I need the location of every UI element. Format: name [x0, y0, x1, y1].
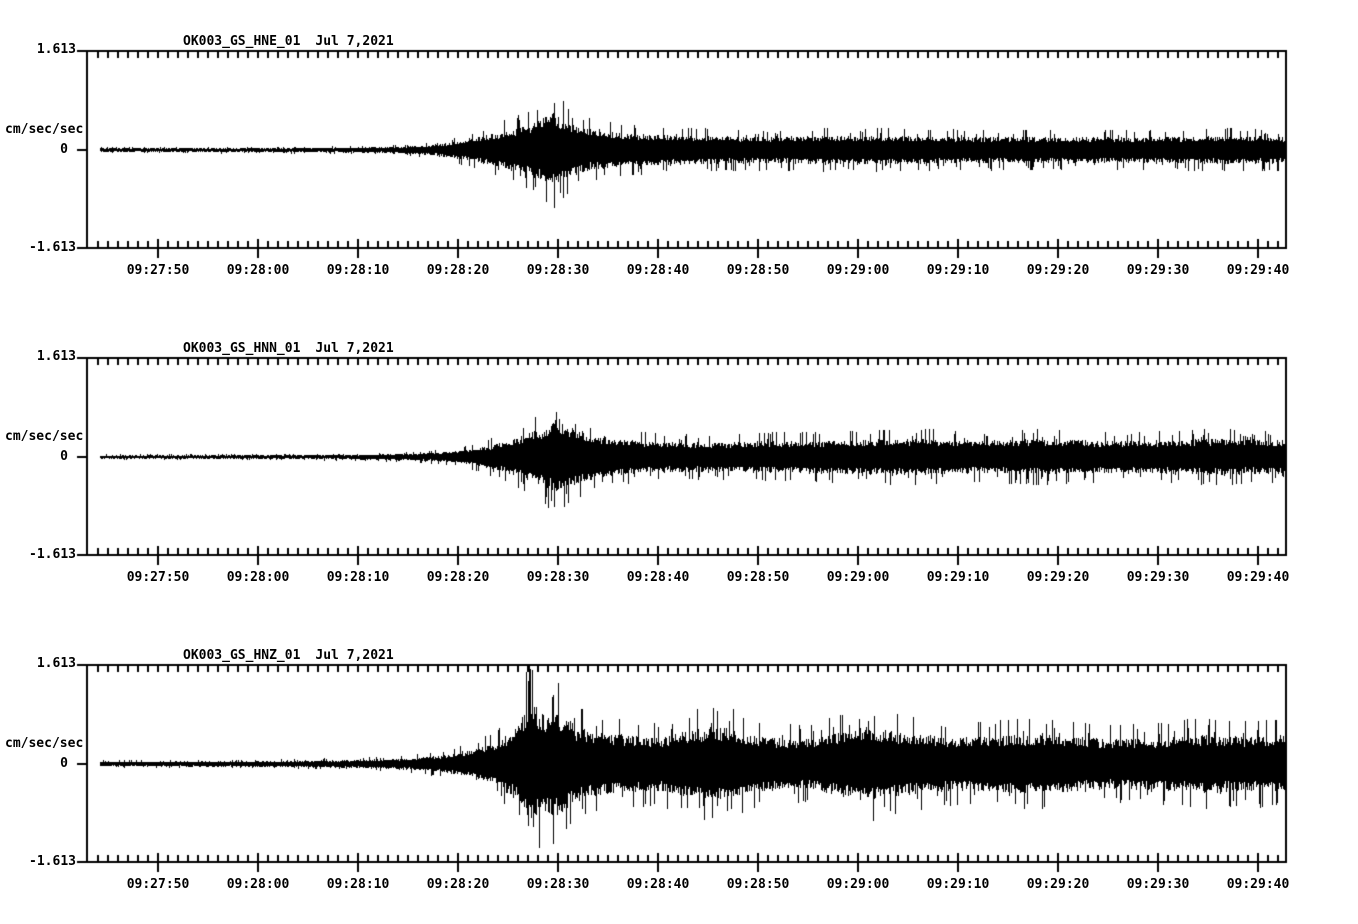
seismogram-figure: OK003_GS_HNE_01 Jul 7,2021 1.613 cm/sec/s… — [0, 0, 1358, 924]
seismogram-canvas — [0, 0, 1358, 924]
